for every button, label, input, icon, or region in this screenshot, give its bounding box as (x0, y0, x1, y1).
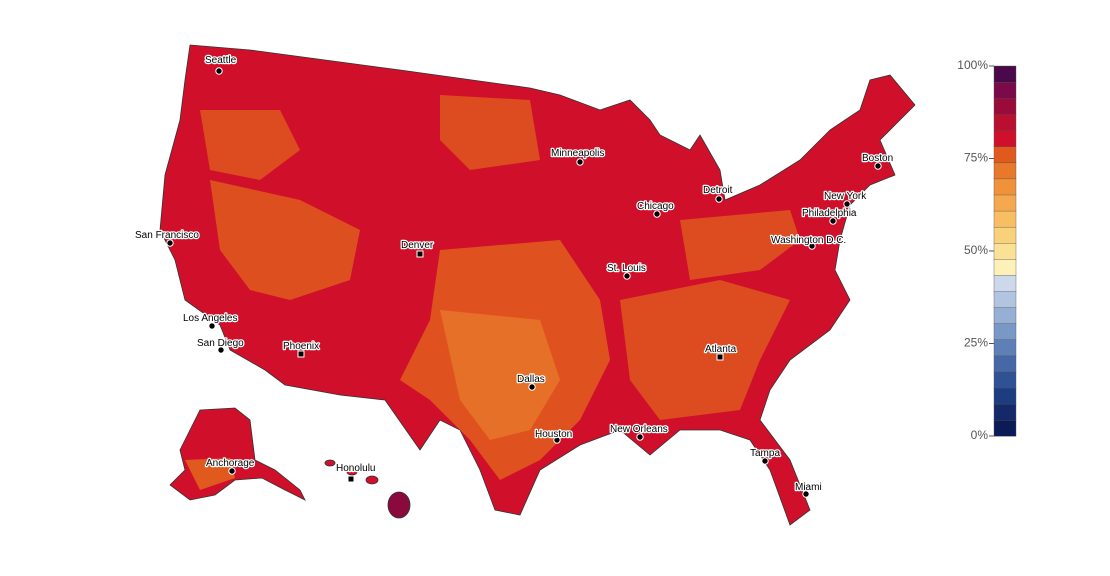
city-marker (623, 272, 631, 280)
legend-swatch (993, 258, 1017, 276)
city-label: Minneapolis (551, 148, 604, 159)
legend-tick-label: 25% (964, 336, 988, 350)
city-label: Miami (795, 482, 822, 493)
city-label: New York (824, 191, 867, 202)
region-orange (440, 95, 540, 170)
city-label: San Diego (197, 338, 244, 349)
legend-swatch (993, 419, 1017, 437)
hawaii (324, 459, 336, 467)
city-marker (347, 475, 355, 483)
city-marker (716, 353, 724, 361)
legend-swatch (993, 403, 1017, 421)
legend-swatch (993, 130, 1017, 147)
city-label: Los Angeles (183, 313, 238, 324)
city-label: New Orleans (610, 424, 668, 435)
city-label: St. Louis (607, 263, 646, 274)
legend-tick-label: 75% (964, 151, 988, 165)
legend-swatch (993, 162, 1017, 180)
legend-swatch (993, 178, 1017, 196)
legend: 100% 75% 50% 25% 0% (957, 58, 1017, 442)
city-marker (636, 433, 644, 441)
legend-swatch (993, 210, 1017, 228)
city-label: Boston (862, 153, 893, 164)
legend-swatch (993, 339, 1017, 357)
region-orange (440, 310, 560, 440)
region-orange (680, 210, 800, 280)
city-label: Detroit (703, 185, 733, 196)
city-marker (802, 490, 810, 498)
city-label: Anchorage (206, 458, 255, 469)
city-marker (416, 250, 424, 258)
city-marker (843, 200, 851, 208)
city-label: Tampa (750, 448, 780, 459)
city-label: Seattle (205, 55, 237, 66)
legend-tick-label: 50% (964, 243, 988, 257)
legend-swatch (993, 65, 1017, 83)
alaska-region (185, 458, 235, 490)
region-orange (210, 180, 360, 300)
city-marker (528, 383, 536, 391)
city-label: Philadelphia (802, 208, 857, 219)
city-label: San Francisco (135, 230, 199, 241)
city-marker (761, 457, 769, 465)
legend-tick-label: 0% (971, 428, 989, 442)
legend-swatch (993, 291, 1017, 308)
region-orange (620, 280, 790, 420)
legend-swatch (993, 274, 1017, 292)
city-marker (576, 158, 584, 166)
city-marker (715, 195, 723, 203)
legend-swatch (993, 371, 1017, 389)
legend-swatch (993, 323, 1017, 340)
city-label: Phoenix (283, 341, 319, 352)
city-marker (228, 467, 236, 475)
city-marker (553, 436, 561, 444)
legend-swatch (993, 81, 1017, 99)
city-marker (217, 346, 225, 354)
hawaii (387, 491, 411, 519)
legend-swatch (993, 242, 1017, 260)
city-label: Dallas (517, 374, 545, 385)
city-label: Atlanta (705, 344, 737, 355)
city-marker (829, 217, 837, 225)
hawaii (346, 468, 358, 476)
city-marker (808, 242, 816, 250)
city-marker (297, 350, 305, 358)
legend-swatch (993, 97, 1017, 115)
city-marker (874, 162, 882, 170)
legend-tick-label: 100% (957, 58, 988, 72)
city-label: Washington D.C. (771, 235, 846, 246)
legend-swatch (993, 194, 1017, 212)
city-marker (166, 239, 174, 247)
legend-swatch (993, 387, 1017, 405)
city-label: Honolulu (336, 463, 375, 474)
map (159, 44, 916, 526)
legend-swatch (993, 307, 1017, 324)
city-label: Houston (535, 429, 572, 440)
legend-swatch (993, 146, 1017, 164)
legend-swatch (993, 114, 1017, 131)
legend-swatch (993, 355, 1017, 373)
city-label: Denver (401, 240, 434, 251)
city-label: Chicago (637, 201, 674, 212)
alaska (169, 407, 306, 501)
city-marker (215, 67, 223, 75)
hawaii (365, 475, 379, 485)
city-marker (653, 210, 661, 218)
cities: Seattle Minneapolis Boston Detroit Chicago Ne… (134, 54, 894, 498)
region-orange (200, 110, 300, 180)
city-marker (208, 322, 216, 330)
legend-swatch (993, 226, 1017, 244)
